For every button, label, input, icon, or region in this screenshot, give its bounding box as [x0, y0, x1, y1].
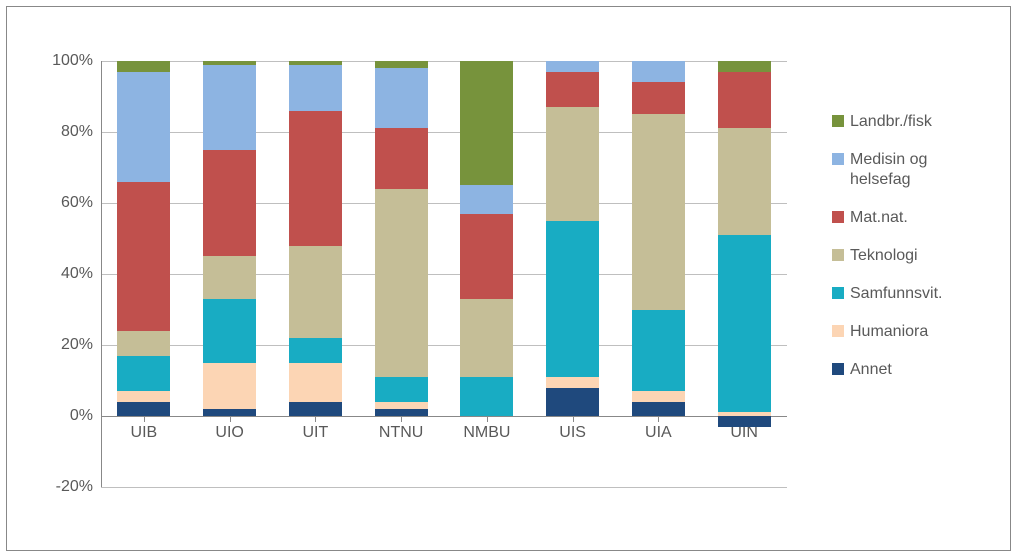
bar-segment-humaniora	[203, 363, 256, 409]
y-tick-label: 80%	[61, 123, 93, 141]
bar-segment-annet	[375, 409, 428, 416]
legend-label: Annet	[850, 360, 892, 380]
bar	[289, 61, 342, 487]
bar	[203, 61, 256, 487]
bar	[460, 61, 513, 487]
legend-label: Samfunnsvit.	[850, 284, 942, 304]
legend-item-annet: Annet	[832, 360, 942, 380]
bar	[632, 61, 685, 487]
chart-frame: -20%0%20%40%60%80%100%UIBUIOUITNTNUNMBUU…	[6, 6, 1011, 551]
bar-segment-samfunnsvit	[546, 221, 599, 377]
legend-swatch	[832, 153, 844, 165]
bar-segment-samfunnsvit	[375, 377, 428, 402]
bar-segment-teknologi	[375, 189, 428, 377]
y-tick-label: 40%	[61, 265, 93, 283]
legend: Landbr./fisk Medisin og helsefag Mat.nat. T…	[832, 112, 942, 398]
y-tick-label: 0%	[70, 407, 93, 425]
y-tick-label: 20%	[61, 336, 93, 354]
bar	[375, 61, 428, 487]
bar-segment-teknologi	[203, 256, 256, 299]
legend-item-teknologi: Teknologi	[832, 246, 942, 266]
plot-area: -20%0%20%40%60%80%100%UIBUIOUITNTNUNMBUU…	[101, 61, 787, 487]
legend-label: Landbr./fisk	[850, 112, 932, 132]
bar-segment-medisin	[632, 61, 685, 82]
bar-segment-samfunnsvit	[203, 299, 256, 363]
bar-segment-medisin	[460, 185, 513, 213]
bar-segment-teknologi	[289, 246, 342, 338]
bar-segment-teknologi	[546, 107, 599, 221]
bar-segment-teknologi	[718, 128, 771, 235]
bar-segment-matnat	[289, 111, 342, 246]
gridline	[101, 487, 787, 488]
bar-segment-humaniora	[546, 377, 599, 388]
y-tick-label: 100%	[52, 52, 93, 70]
bar-segment-samfunnsvit	[632, 310, 685, 392]
bar-segment-annet	[117, 402, 170, 416]
legend-swatch	[832, 363, 844, 375]
bar-segment-humaniora	[289, 363, 342, 402]
bar-segment-humaniora	[718, 412, 771, 416]
bar-segment-landbr	[460, 61, 513, 185]
bar	[117, 61, 170, 487]
bar-segment-annet	[546, 388, 599, 416]
bar-segment-teknologi	[117, 331, 170, 356]
bar-segment-humaniora	[117, 391, 170, 402]
bar-segment-annet	[289, 402, 342, 416]
y-tick-label: -20%	[56, 478, 93, 496]
bar-segment-matnat	[460, 214, 513, 299]
y-axis-line	[101, 61, 102, 487]
bar-segment-annet	[632, 402, 685, 416]
bar-segment-teknologi	[632, 114, 685, 309]
bar-segment-samfunnsvit	[289, 338, 342, 363]
bar-segment-landbr	[289, 61, 342, 65]
legend-item-humaniora: Humaniora	[832, 322, 942, 342]
bar-segment-matnat	[375, 128, 428, 188]
bar-segment-teknologi	[460, 299, 513, 377]
bar-segment-landbr	[375, 61, 428, 68]
y-tick-label: 60%	[61, 194, 93, 212]
legend-swatch	[832, 287, 844, 299]
bar-segment-landbr	[203, 61, 256, 65]
bar-segment-matnat	[203, 150, 256, 257]
bar-segment-medisin	[546, 61, 599, 72]
legend-item-samfunnsvit: Samfunnsvit.	[832, 284, 942, 304]
legend-item-medisin: Medisin og helsefag	[832, 150, 942, 190]
legend-item-landbr: Landbr./fisk	[832, 112, 942, 132]
bar-segment-samfunnsvit	[718, 235, 771, 413]
legend-label: Mat.nat.	[850, 208, 908, 228]
legend-swatch	[832, 249, 844, 261]
bar-segment-annet	[203, 409, 256, 416]
bar-segment-samfunnsvit	[460, 377, 513, 416]
legend-label: Humaniora	[850, 322, 928, 342]
bar-segment-medisin	[117, 72, 170, 182]
legend-label: Medisin og helsefag	[850, 150, 927, 190]
bar-segment-matnat	[546, 72, 599, 108]
bar-segment-landbr	[718, 61, 771, 72]
bar-segment-humaniora	[632, 391, 685, 402]
bar-segment-medisin	[289, 65, 342, 111]
bar	[718, 61, 771, 487]
bar-segment-humaniora	[375, 402, 428, 409]
legend-swatch	[832, 115, 844, 127]
bar-segment-matnat	[117, 182, 170, 331]
bar	[546, 61, 599, 487]
bar-segment-samfunnsvit	[117, 356, 170, 392]
legend-swatch	[832, 325, 844, 337]
legend-swatch	[832, 211, 844, 223]
bar-segment-matnat	[718, 72, 771, 129]
bar-segment-landbr	[117, 61, 170, 72]
bar-segment-matnat	[632, 82, 685, 114]
bar-segment-medisin	[203, 65, 256, 150]
bar-segment-annet	[718, 416, 771, 427]
bar-segment-medisin	[375, 68, 428, 128]
legend-item-matnat: Mat.nat.	[832, 208, 942, 228]
legend-label: Teknologi	[850, 246, 918, 266]
